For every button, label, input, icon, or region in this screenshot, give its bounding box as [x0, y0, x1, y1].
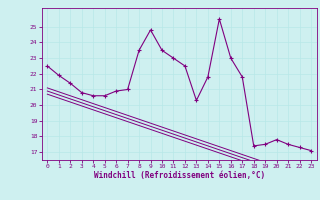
X-axis label: Windchill (Refroidissement éolien,°C): Windchill (Refroidissement éolien,°C)	[94, 171, 265, 180]
